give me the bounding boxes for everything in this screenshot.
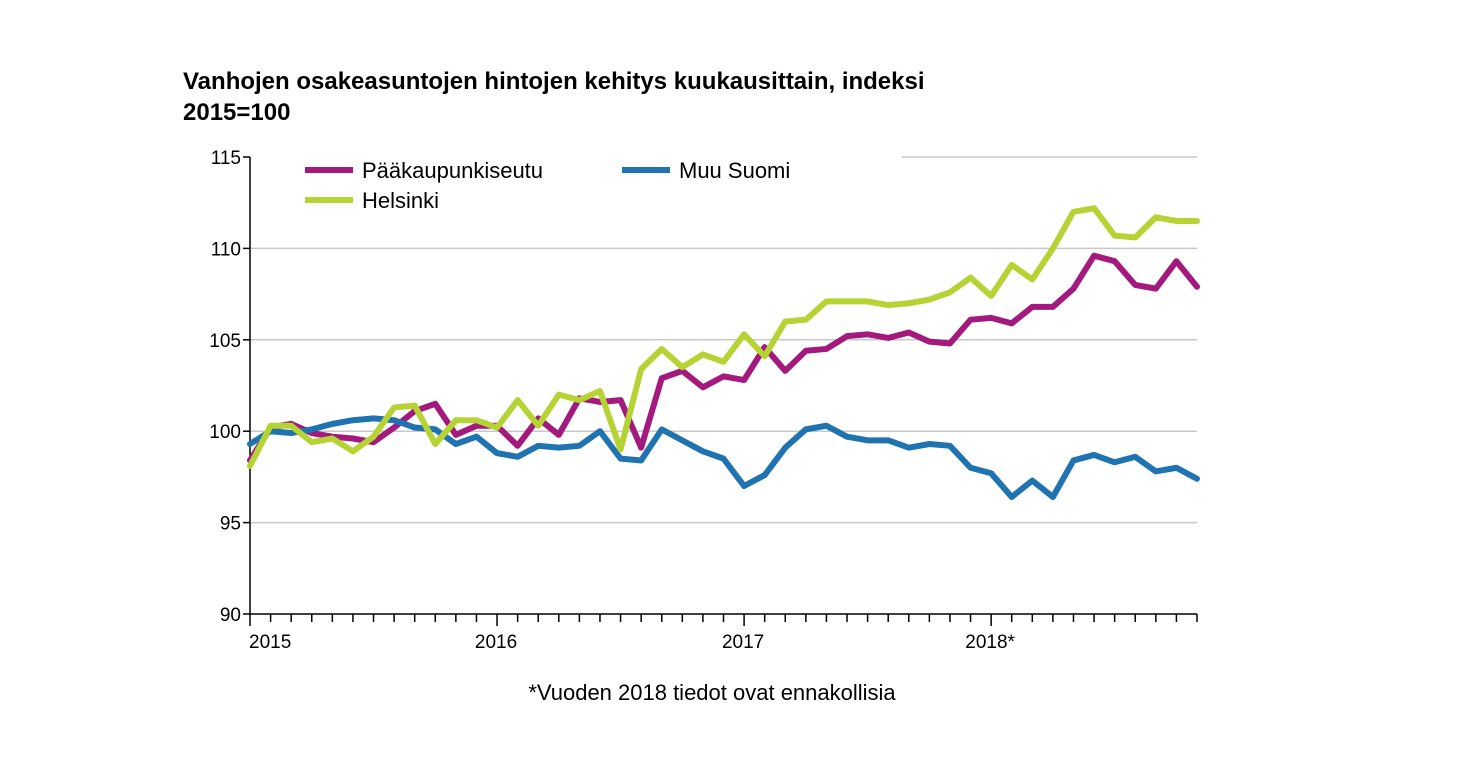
legend: Pääkaupunkiseutu Muu Suomi Helsinki — [305, 158, 790, 213]
legend-label: Helsinki — [362, 188, 439, 213]
footnote: *Vuoden 2018 tiedot ovat ennakollisia — [528, 680, 896, 705]
axes: 90 95 100 105 110 115 2015 2016 2017 2018* — [209, 148, 1198, 653]
series-line-0 — [247, 252, 1200, 464]
y-tick-label: 100 — [209, 422, 241, 443]
legend-label: Pääkaupunkiseutu — [362, 158, 543, 183]
series-line-2 — [247, 205, 1200, 469]
y-tick-label: 95 — [220, 514, 241, 535]
x-tick-label: 2018* — [965, 632, 1015, 653]
chart-title-line1: Vanhojen osakeasuntojen hintojen kehitys… — [183, 68, 925, 95]
series-line-1 — [247, 415, 1200, 501]
y-tick-label: 115 — [211, 148, 241, 169]
x-tick-label: 2017 — [722, 632, 764, 653]
series-lines — [247, 205, 1200, 501]
x-tick-label: 2015 — [249, 632, 291, 653]
chart-title: Vanhojen osakeasuntojen hintojen kehitys… — [183, 66, 1083, 128]
y-tick-label: 110 — [211, 239, 241, 260]
chart-title-line2: 2015=100 — [183, 99, 291, 126]
y-tick-label: 90 — [220, 605, 241, 626]
x-tick-label: 2016 — [475, 632, 517, 653]
gridlines — [250, 156, 1197, 524]
legend-label: Muu Suomi — [679, 158, 790, 183]
y-tick-label: 105 — [209, 331, 241, 352]
